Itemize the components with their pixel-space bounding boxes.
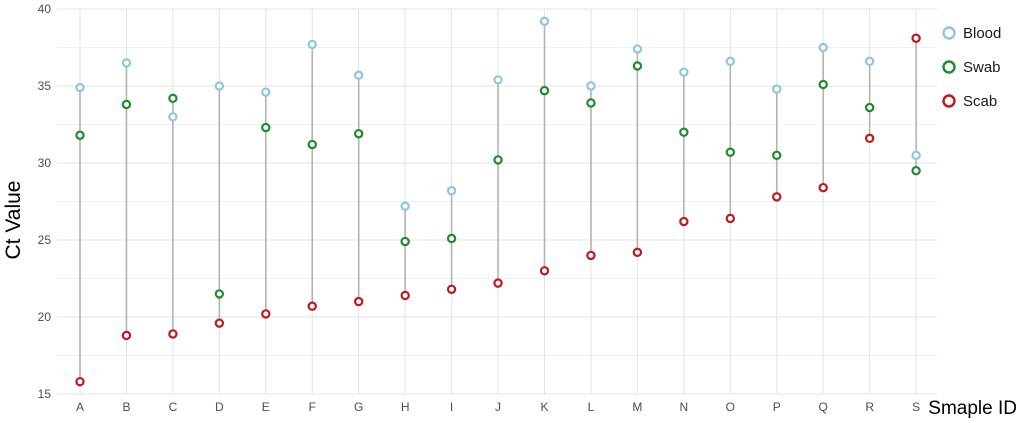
blood-point	[679, 67, 689, 77]
swab-point	[539, 85, 550, 96]
scab-point	[911, 33, 921, 43]
x-tick-label: C	[169, 400, 178, 414]
scab-point	[307, 301, 317, 311]
swab-point	[493, 155, 503, 165]
scab-point	[168, 329, 178, 339]
y-tick-label: 35	[38, 79, 52, 93]
x-tick-label: K	[540, 400, 548, 414]
x-tick-label: A	[76, 400, 84, 414]
swab-point	[632, 61, 643, 71]
scab-point	[539, 266, 550, 276]
swab-point	[168, 93, 178, 104]
x-tick-label: P	[773, 400, 781, 414]
legend-label-scab: Scab	[963, 93, 997, 110]
blood-point	[121, 58, 132, 68]
scab-point	[354, 296, 364, 307]
y-tick-label: 30	[38, 156, 52, 170]
swab-point	[307, 139, 317, 150]
swab-point	[400, 236, 410, 247]
swab-point	[75, 130, 85, 140]
swab-point	[586, 98, 596, 108]
legend-key-swab	[942, 60, 956, 74]
blood-point	[307, 39, 317, 50]
swab-point	[121, 99, 132, 110]
grid-lines	[57, 8, 937, 395]
blood-point	[539, 16, 550, 27]
x-tick-label: F	[309, 400, 316, 414]
blood-point	[911, 150, 921, 160]
y-tick-label: 40	[38, 2, 52, 16]
scab-point	[75, 376, 85, 387]
swab-point	[911, 165, 921, 176]
y-axis-title: Ct Value	[2, 181, 25, 260]
x-tick-label: L	[588, 400, 595, 414]
swab-point	[214, 289, 225, 299]
x-tick-label: N	[680, 400, 689, 414]
blood-point	[168, 112, 178, 122]
blood-point	[818, 42, 828, 53]
swab-point	[354, 129, 364, 139]
scab-point	[818, 182, 828, 193]
x-tick-label: M	[632, 400, 642, 414]
swab-point	[446, 233, 457, 244]
scab-point	[446, 284, 457, 294]
blood-point	[586, 81, 596, 91]
swab-point	[679, 127, 689, 137]
blood-point	[446, 186, 457, 196]
scab-point	[864, 133, 875, 144]
legend-label-blood: Blood	[963, 25, 1001, 42]
y-axis-tick-labels: 15 20 25 30 35 40	[38, 2, 52, 401]
x-tick-label: R	[865, 400, 874, 414]
y-tick-label: 20	[38, 310, 52, 324]
swab-point	[818, 79, 828, 90]
swab-point	[261, 122, 271, 133]
scab-point	[679, 216, 689, 227]
blood-point	[864, 56, 875, 67]
swab-point	[725, 147, 736, 157]
swab-point	[772, 150, 782, 160]
x-tick-label: D	[215, 400, 224, 414]
scab-point	[586, 250, 596, 261]
legend-label-swab: Swab	[963, 59, 1001, 76]
legend-key-blood	[942, 26, 956, 40]
scab-point	[261, 309, 271, 319]
blood-point	[725, 56, 736, 67]
blood-point	[214, 81, 225, 91]
scab-point	[493, 278, 503, 288]
legend-key-scab	[942, 94, 956, 108]
blood-point	[75, 82, 85, 93]
x-tick-label: H	[401, 400, 410, 414]
blood-point	[493, 75, 503, 85]
scab-point	[772, 192, 782, 202]
x-axis-title: Smaple ID	[928, 398, 1017, 419]
x-tick-label: B	[122, 400, 130, 414]
blood-point	[400, 201, 410, 211]
scab-point	[121, 330, 132, 341]
y-tick-label: 15	[38, 387, 52, 401]
x-axis-tick-labels: A B C D E F G H I J K L M N O P Q R S	[76, 400, 920, 414]
x-tick-label: O	[726, 400, 735, 414]
y-tick-label: 25	[38, 233, 52, 247]
x-tick-label: G	[354, 400, 363, 414]
scab-point	[725, 213, 736, 224]
scab-point	[400, 290, 410, 301]
scab-point	[214, 318, 225, 328]
blood-point	[772, 84, 782, 94]
legend: Blood Swab Scab	[942, 25, 1001, 110]
x-tick-label: E	[262, 400, 270, 414]
swab-point	[864, 102, 875, 113]
x-tick-label: S	[912, 400, 920, 414]
blood-point	[632, 44, 643, 54]
x-tick-label: Q	[819, 400, 828, 414]
x-tick-label: J	[495, 400, 501, 414]
blood-point	[354, 70, 364, 80]
data-points	[75, 16, 921, 387]
scab-point	[632, 247, 643, 258]
blood-point	[261, 87, 271, 97]
x-tick-label: I	[450, 400, 453, 414]
